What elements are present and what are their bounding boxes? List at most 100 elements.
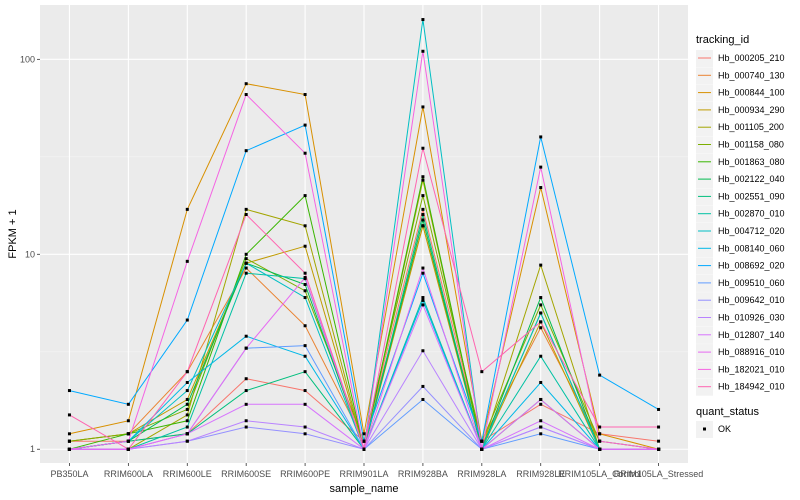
data-point-Hb_008140_060 [303, 354, 307, 358]
data-point-Hb_000205_210 [244, 377, 248, 381]
data-point-Hb_184942_010 [598, 425, 602, 429]
data-point-Hb_002122_040 [539, 296, 543, 300]
data-point-Hb_182021_010 [303, 151, 307, 155]
data-point-Hb_088916_010 [303, 276, 307, 280]
data-point-Hb_001158_080 [244, 257, 248, 261]
x-tick-label: RRIM928LE [516, 469, 565, 479]
data-point-Hb_184942_010 [539, 320, 543, 324]
data-point-Hb_002551_090 [421, 212, 425, 216]
data-point-Hb_008140_060 [185, 380, 189, 384]
data-point-Hb_008692_020 [480, 439, 484, 443]
x-tick-label: RRIM600LA [104, 469, 153, 479]
shape-legend-title: quant_status [696, 406, 759, 418]
data-point-Hb_088916_010 [539, 397, 543, 401]
legend-label: Hb_184942_010 [718, 382, 785, 392]
data-point-Hb_009642_010 [421, 384, 425, 388]
data-point-Hb_008692_020 [185, 318, 189, 322]
x-tick-label: RRIM105LA_Control [558, 469, 641, 479]
data-point-Hb_001105_200 [303, 224, 307, 228]
data-point-Hb_002870_010 [421, 296, 425, 300]
data-point-Hb_000934_290 [185, 397, 189, 401]
data-point-Hb_002870_010 [539, 354, 543, 358]
y-tick-label: 100 [20, 54, 35, 64]
data-point-Hb_001105_200 [185, 413, 189, 417]
shape-legend-key [703, 427, 706, 431]
data-point-Hb_000934_290 [303, 244, 307, 248]
data-point-Hb_008140_060 [539, 380, 543, 384]
y-tick-label: 10 [25, 249, 35, 259]
data-point-Hb_002122_040 [185, 402, 189, 406]
x-tick-label: RRIM105LA_Stressed [614, 469, 704, 479]
x-tick-label: RRIM928BA [398, 469, 448, 479]
data-point-Hb_001863_080 [303, 194, 307, 198]
data-point-Hb_004712_020 [421, 18, 425, 22]
data-point-Hb_008692_020 [421, 271, 425, 275]
data-point-Hb_008692_020 [126, 402, 130, 406]
data-point-Hb_009510_060 [421, 397, 425, 401]
data-point-Hb_004712_020 [539, 311, 543, 315]
data-point-Hb_088916_010 [598, 447, 602, 451]
x-axis: PB350LA RRIM600LA RRIM600LE RRIM600SE RRIM60… [50, 463, 703, 479]
data-point-Hb_000740_130 [244, 266, 248, 270]
data-point-Hb_004712_020 [185, 389, 189, 393]
data-point-Hb_000844_100 [598, 432, 602, 436]
data-point-Hb_184942_010 [185, 370, 189, 374]
legend-label: Hb_009510_060 [718, 278, 785, 288]
data-point-Hb_000205_210 [657, 439, 661, 443]
data-point-Hb_001863_080 [185, 419, 189, 423]
data-point-Hb_008140_060 [244, 334, 248, 338]
legend-label: Hb_182021_010 [718, 364, 785, 374]
data-point-Hb_009642_010 [303, 432, 307, 436]
data-point-Hb_184942_010 [126, 447, 130, 451]
series-points [67, 18, 661, 451]
legend-label: Hb_001863_080 [718, 157, 785, 167]
data-point-Hb_001863_080 [421, 175, 425, 179]
data-point-Hb_010926_030 [244, 419, 248, 423]
data-point-Hb_000844_100 [421, 105, 425, 109]
data-point-Hb_008692_020 [539, 135, 543, 139]
data-point-Hb_001158_080 [539, 303, 543, 307]
data-point-Hb_004712_020 [303, 296, 307, 300]
legend-label: Hb_004712_020 [718, 226, 785, 236]
data-point-Hb_184942_010 [303, 271, 307, 275]
data-point-Hb_182021_010 [539, 165, 543, 169]
data-point-Hb_000844_100 [244, 82, 248, 86]
data-point-Hb_182021_010 [67, 447, 71, 451]
data-point-Hb_012807_140 [303, 402, 307, 406]
data-point-Hb_001105_200 [421, 178, 425, 182]
data-point-Hb_001158_080 [67, 439, 71, 443]
y-tick-label: 1 [30, 444, 35, 454]
legend-label: Hb_010926_030 [718, 313, 785, 323]
data-point-Hb_182021_010 [598, 439, 602, 443]
data-point-Hb_001158_080 [303, 289, 307, 293]
data-point-Hb_184942_010 [67, 413, 71, 417]
data-point-Hb_184942_010 [657, 425, 661, 429]
data-point-Hb_000205_210 [539, 402, 543, 406]
data-point-Hb_004712_020 [244, 261, 248, 265]
data-point-Hb_001105_200 [244, 207, 248, 211]
data-point-Hb_009510_060 [303, 344, 307, 348]
data-point-Hb_184942_010 [421, 146, 425, 150]
data-point-Hb_001105_200 [539, 263, 543, 267]
data-point-Hb_182021_010 [126, 439, 130, 443]
x-tick-label: RRIM600LE [163, 469, 212, 479]
legend-label: Hb_088916_010 [718, 347, 785, 357]
data-point-Hb_002122_040 [303, 282, 307, 286]
data-point-Hb_088916_010 [185, 432, 189, 436]
x-tick-label: RRIM901LA [339, 469, 388, 479]
data-point-Hb_182021_010 [480, 447, 484, 451]
legend-title: tracking_id [696, 34, 749, 46]
data-point-Hb_002122_040 [421, 218, 425, 222]
data-point-Hb_000844_100 [185, 207, 189, 211]
data-point-Hb_002870_010 [185, 425, 189, 429]
data-point-Hb_012807_140 [539, 419, 543, 423]
data-point-Hb_184942_010 [244, 212, 248, 216]
data-point-Hb_182021_010 [657, 447, 661, 451]
x-tick-label: RRIM928LA [457, 469, 506, 479]
y-axis-title: FPKM + 1 [7, 209, 19, 258]
data-point-Hb_000205_210 [421, 207, 425, 211]
data-point-Hb_182021_010 [244, 93, 248, 97]
data-point-Hb_008692_020 [67, 389, 71, 393]
data-point-Hb_002551_090 [303, 370, 307, 374]
data-point-Hb_088916_010 [244, 346, 248, 350]
